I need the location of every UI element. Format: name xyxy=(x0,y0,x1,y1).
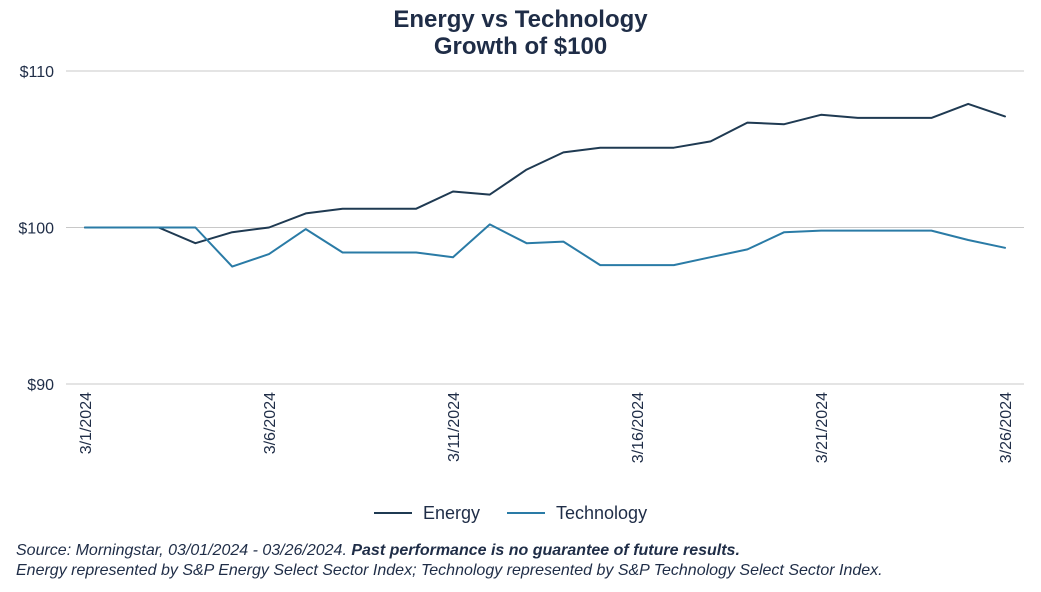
performance-disclaimer: Past performance is no guarantee of futu… xyxy=(351,542,740,559)
y-tick-label: $110 xyxy=(20,64,55,81)
x-tick-label: 3/16/2024 xyxy=(630,392,647,463)
chart-subtitle: Growth of $100 xyxy=(433,33,608,60)
index-note: Energy represented by S&P Energy Select … xyxy=(16,562,883,579)
series-line-energy xyxy=(84,102,1006,245)
y-tick-label: $100 xyxy=(18,221,54,238)
x-tick-label: 3/6/2024 xyxy=(262,392,279,454)
legend-label-energy: Energy xyxy=(423,503,480,523)
source-note: Source: Morningstar, 03/01/2024 - 03/26/… xyxy=(16,541,1026,581)
x-tick-label: 3/21/2024 xyxy=(814,392,831,463)
x-tick-label: 3/11/2024 xyxy=(446,392,463,462)
y-tick-label: $90 xyxy=(27,377,54,394)
source-text: Source: Morningstar, 03/01/2024 - 03/26/… xyxy=(16,542,352,559)
chart-title: Energy vs Technology xyxy=(393,6,648,33)
legend-label-technology: Technology xyxy=(556,503,647,523)
line-chart: $110 $100 $90 3/1/2024 3/6/2024 3/11/2024 3/16… xyxy=(18,64,1024,523)
x-tick-label: 3/1/2024 xyxy=(78,392,95,454)
series-line-technology xyxy=(84,223,1006,268)
chart-title-block: Energy vs Technology Growth of $100 xyxy=(0,6,1041,60)
x-tick-label: 3/26/2024 xyxy=(998,392,1015,463)
